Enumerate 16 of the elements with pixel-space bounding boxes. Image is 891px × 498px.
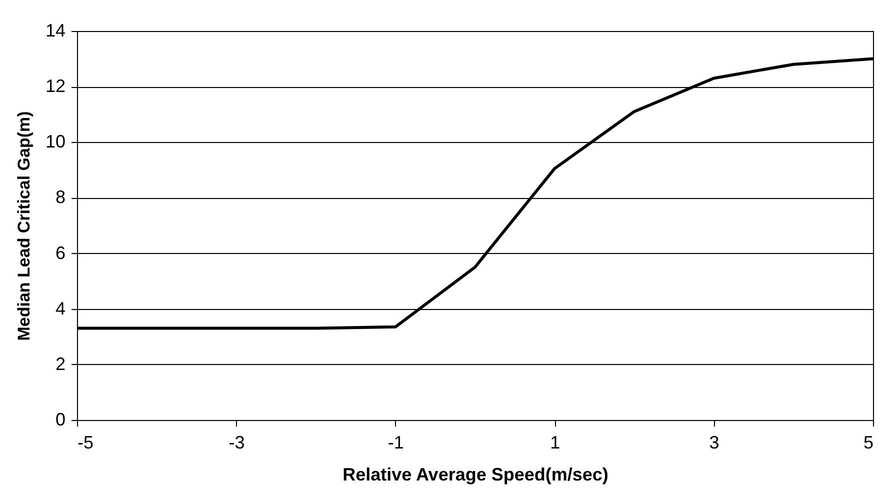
y-tick-label: 2 [55, 354, 66, 374]
y-tick-label: 6 [55, 242, 66, 263]
y-tick-label: 10 [45, 132, 66, 152]
x-tick-label: 5 [863, 432, 874, 452]
x-tick-label: 3 [709, 432, 720, 452]
x-tick-label: -5 [78, 432, 94, 452]
x-tick-label: 1 [550, 432, 560, 452]
x-tick-label: -1 [388, 432, 404, 452]
y-tick-label: 0 [55, 410, 66, 430]
y-tick-label: 12 [45, 76, 66, 96]
y-axis-title: Median Lead Critical Gap(m) [14, 111, 34, 341]
y-tick-label: 4 [55, 298, 66, 318]
y-tick-label: 14 [45, 20, 66, 40]
y-tick-label: 8 [55, 187, 66, 208]
x-tick-label: -3 [228, 432, 245, 452]
x-axis-title: Relative Average Speed(m/sec) [342, 464, 608, 484]
